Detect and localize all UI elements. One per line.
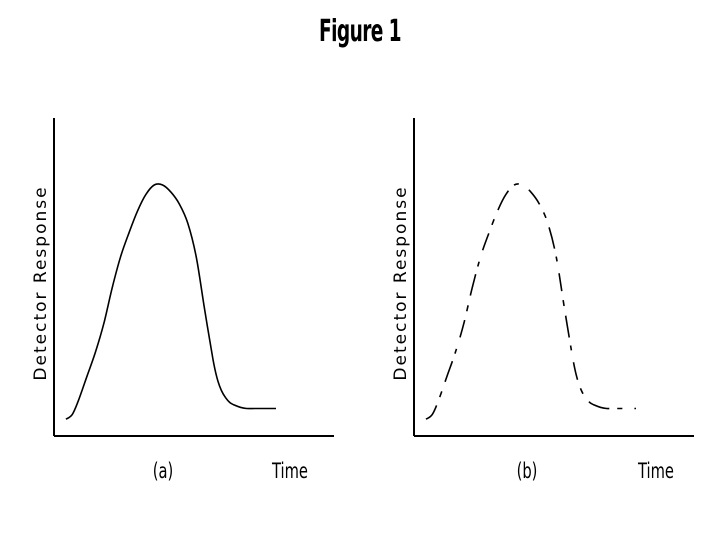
panel-b-panel-label: (b)	[517, 459, 538, 483]
panel-a-panel-label: (a)	[153, 459, 173, 483]
figure-title: Figure 1	[319, 14, 402, 49]
panel-b-x-axis-label: Time	[637, 459, 674, 483]
panel-b-y-axis-label: Detector Response	[391, 185, 411, 380]
panel-b-series-line	[425, 183, 636, 420]
panel-a-series-line	[65, 183, 276, 420]
panel-a-x-axis-label: Time	[271, 459, 308, 483]
panel-a: Detector Response (a) Time	[31, 118, 334, 484]
panel-b: Detector Response (b) Time	[391, 118, 694, 484]
panel-a-y-axis-label: Detector Response	[31, 185, 51, 380]
